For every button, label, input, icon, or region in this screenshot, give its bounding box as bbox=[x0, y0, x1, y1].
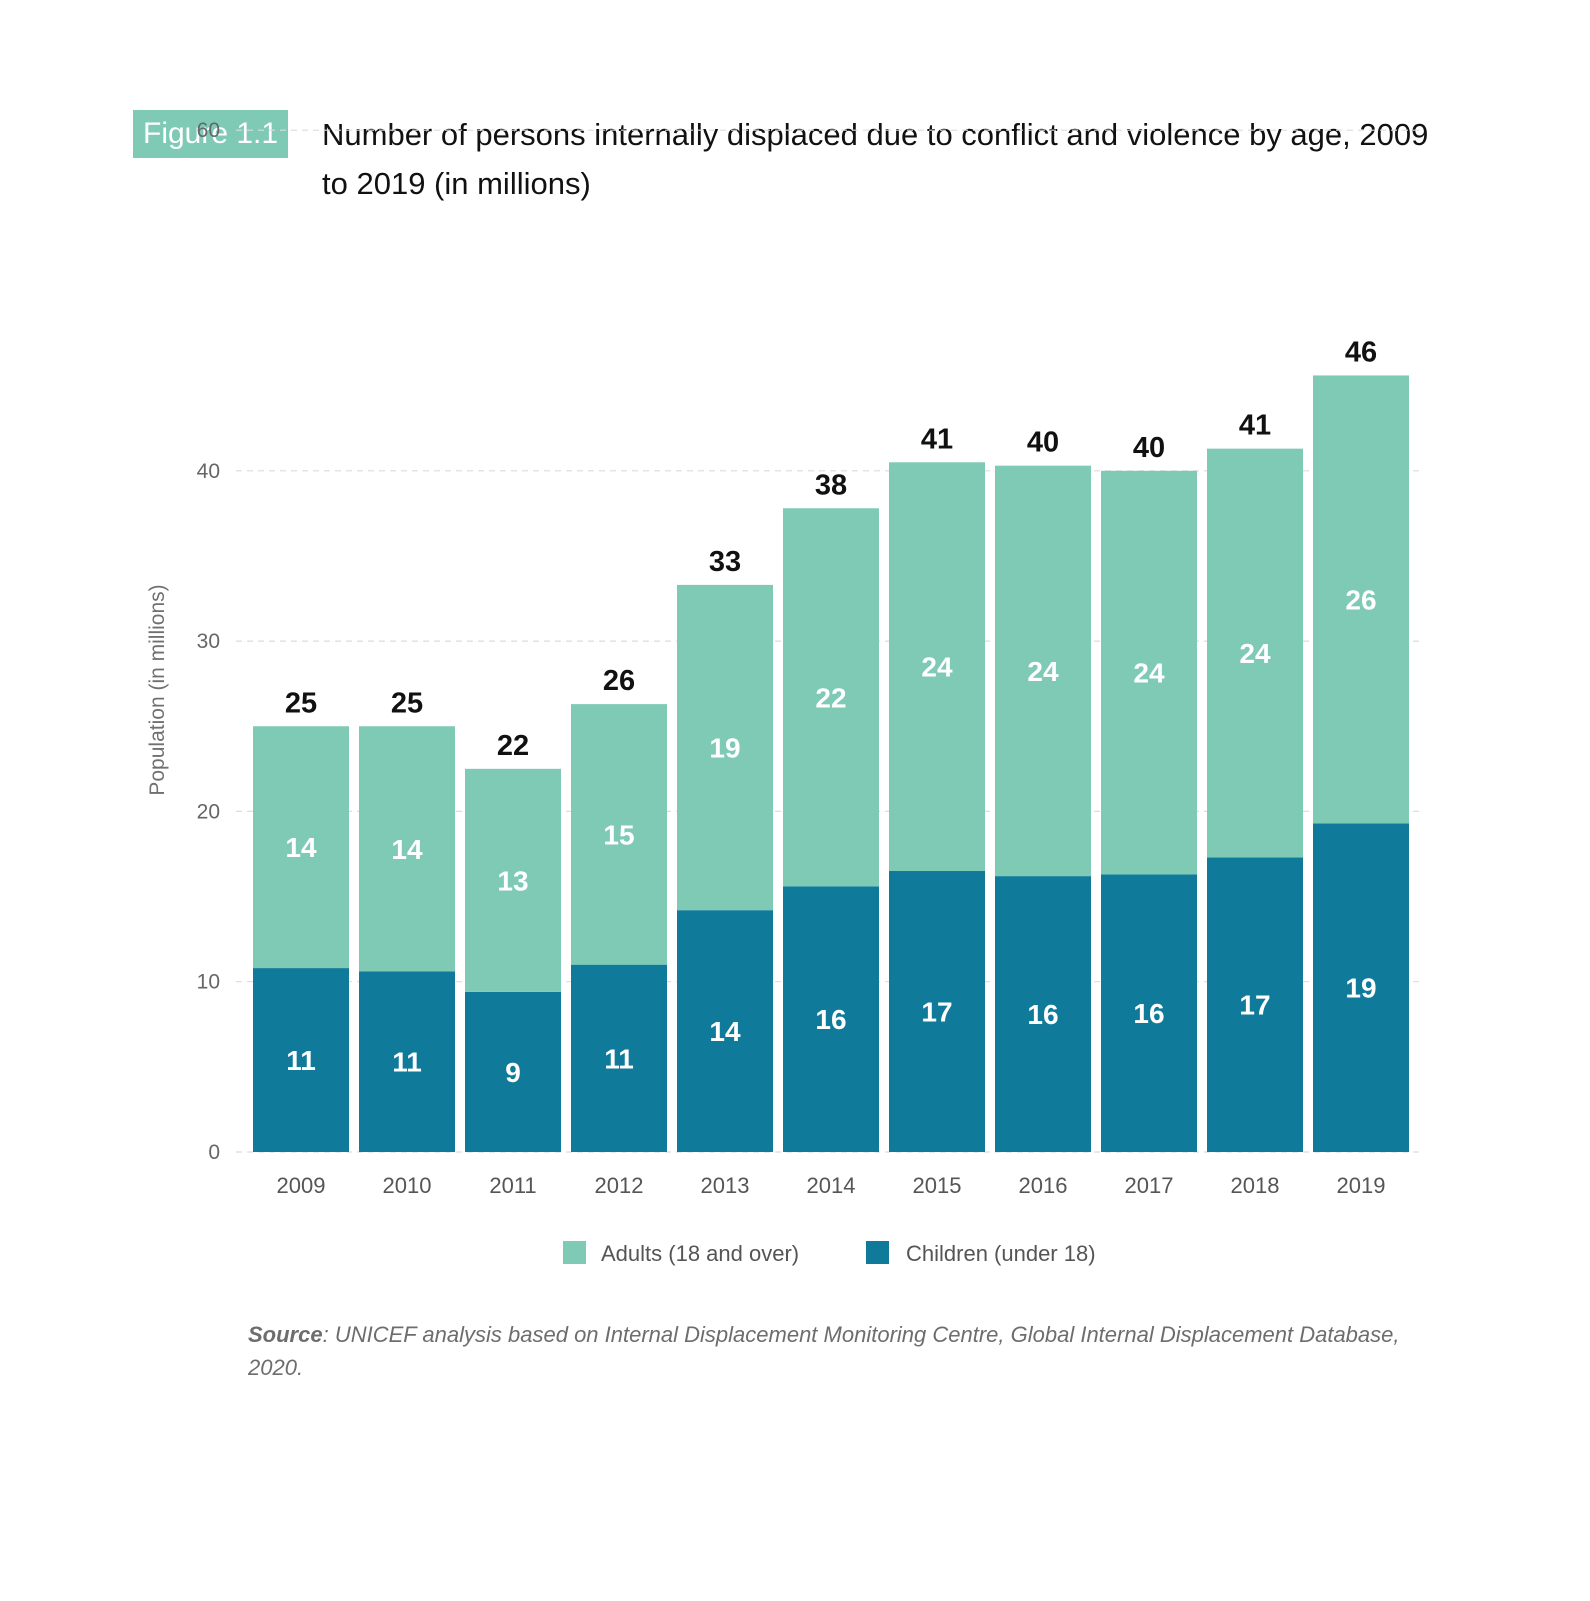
bar-children bbox=[995, 876, 1091, 1152]
data-label-adults: 22 bbox=[815, 682, 846, 713]
bar-children bbox=[571, 964, 667, 1152]
data-label-children: 16 bbox=[1027, 999, 1058, 1030]
bar-adults bbox=[359, 726, 455, 972]
bar-adults bbox=[1101, 470, 1197, 875]
data-label-children: 11 bbox=[604, 1043, 634, 1074]
y-tick-label: 30 bbox=[197, 630, 220, 653]
data-label-adults: 24 bbox=[1027, 656, 1059, 687]
data-label-adults: 13 bbox=[497, 865, 528, 896]
figure-tag: Figure 1.1 bbox=[133, 110, 289, 158]
x-tick-label: 2010 bbox=[383, 1173, 432, 1198]
data-label-total: 46 bbox=[1345, 336, 1377, 368]
bar-adults bbox=[465, 768, 561, 992]
x-tick-label: 2016 bbox=[1019, 1173, 1068, 1198]
data-label-adults: 24 bbox=[1239, 638, 1271, 669]
data-label-adults: 14 bbox=[391, 834, 423, 865]
x-tick-label: 2014 bbox=[807, 1173, 856, 1198]
y-axis-label: Population (in millions) bbox=[146, 584, 169, 795]
data-label-total: 25 bbox=[391, 687, 423, 719]
y-tick-label: 10 bbox=[197, 971, 220, 994]
bar-adults bbox=[253, 726, 349, 969]
bar-children bbox=[1207, 857, 1303, 1152]
bar-children bbox=[783, 886, 879, 1152]
data-label-adults: 19 bbox=[709, 733, 740, 764]
data-label-total: 22 bbox=[497, 730, 529, 762]
data-label-children: 17 bbox=[921, 997, 952, 1028]
data-label-total: 40 bbox=[1133, 432, 1165, 464]
data-label-adults: 15 bbox=[603, 819, 634, 850]
bar-children bbox=[677, 910, 773, 1152]
data-label-children: 16 bbox=[815, 1004, 846, 1035]
bar-children bbox=[465, 991, 561, 1152]
x-tick-label: 2017 bbox=[1125, 1173, 1174, 1198]
x-tick-label: 2015 bbox=[913, 1173, 962, 1198]
y-tick-label: 60 bbox=[197, 119, 220, 142]
bar-children bbox=[889, 871, 985, 1152]
data-label-total: 41 bbox=[921, 423, 953, 455]
data-label-children: 19 bbox=[1345, 973, 1376, 1004]
bar-adults bbox=[1207, 448, 1303, 858]
source-label: Source bbox=[248, 1322, 323, 1347]
bar-children bbox=[1313, 823, 1409, 1152]
x-tick-label: 2019 bbox=[1337, 1173, 1386, 1198]
bar-adults bbox=[995, 465, 1091, 877]
bar-adults bbox=[783, 508, 879, 887]
legend-swatch-adults bbox=[563, 1241, 586, 1264]
data-label-adults: 24 bbox=[1133, 658, 1165, 689]
data-label-total: 38 bbox=[815, 469, 847, 501]
data-label-children: 16 bbox=[1133, 998, 1164, 1029]
data-label-total: 26 bbox=[603, 665, 635, 697]
bar-children bbox=[1101, 874, 1197, 1152]
legend-label-children: Children (under 18) bbox=[906, 1241, 1096, 1266]
figure-title: Number of persons internally displaced d… bbox=[322, 117, 1429, 201]
data-label-total: 33 bbox=[709, 546, 741, 578]
bar-children bbox=[253, 968, 349, 1152]
data-label-adults: 24 bbox=[921, 652, 953, 683]
data-label-children: 11 bbox=[286, 1045, 316, 1076]
data-label-adults: 26 bbox=[1345, 584, 1376, 615]
data-label-children: 9 bbox=[505, 1057, 521, 1088]
x-tick-label: 2018 bbox=[1231, 1173, 1280, 1198]
data-label-total: 40 bbox=[1027, 427, 1059, 459]
data-label-adults: 14 bbox=[285, 832, 317, 863]
source-note: Source: UNICEF analysis based on Interna… bbox=[248, 1318, 1448, 1384]
x-tick-label: 2013 bbox=[701, 1173, 750, 1198]
legend-label-adults: Adults (18 and over) bbox=[601, 1241, 799, 1266]
source-text: : UNICEF analysis based on Internal Disp… bbox=[248, 1322, 1400, 1380]
bar-adults bbox=[889, 462, 985, 872]
y-tick-label: 0 bbox=[208, 1141, 220, 1164]
data-label-total: 41 bbox=[1239, 410, 1271, 442]
y-tick-label: 40 bbox=[197, 460, 220, 483]
x-tick-label: 2012 bbox=[595, 1173, 644, 1198]
bar-adults bbox=[677, 584, 773, 911]
data-label-children: 11 bbox=[392, 1047, 422, 1078]
legend-swatch-children bbox=[866, 1241, 889, 1264]
data-label-total: 25 bbox=[285, 687, 317, 719]
bar-children bbox=[359, 971, 455, 1152]
bar-adults bbox=[571, 704, 667, 965]
x-tick-label: 2009 bbox=[277, 1173, 326, 1198]
data-label-children: 17 bbox=[1239, 990, 1270, 1021]
data-label-children: 14 bbox=[709, 1016, 741, 1047]
bar-adults bbox=[1313, 375, 1409, 824]
x-tick-label: 2011 bbox=[489, 1173, 536, 1198]
y-tick-label: 20 bbox=[197, 800, 220, 823]
